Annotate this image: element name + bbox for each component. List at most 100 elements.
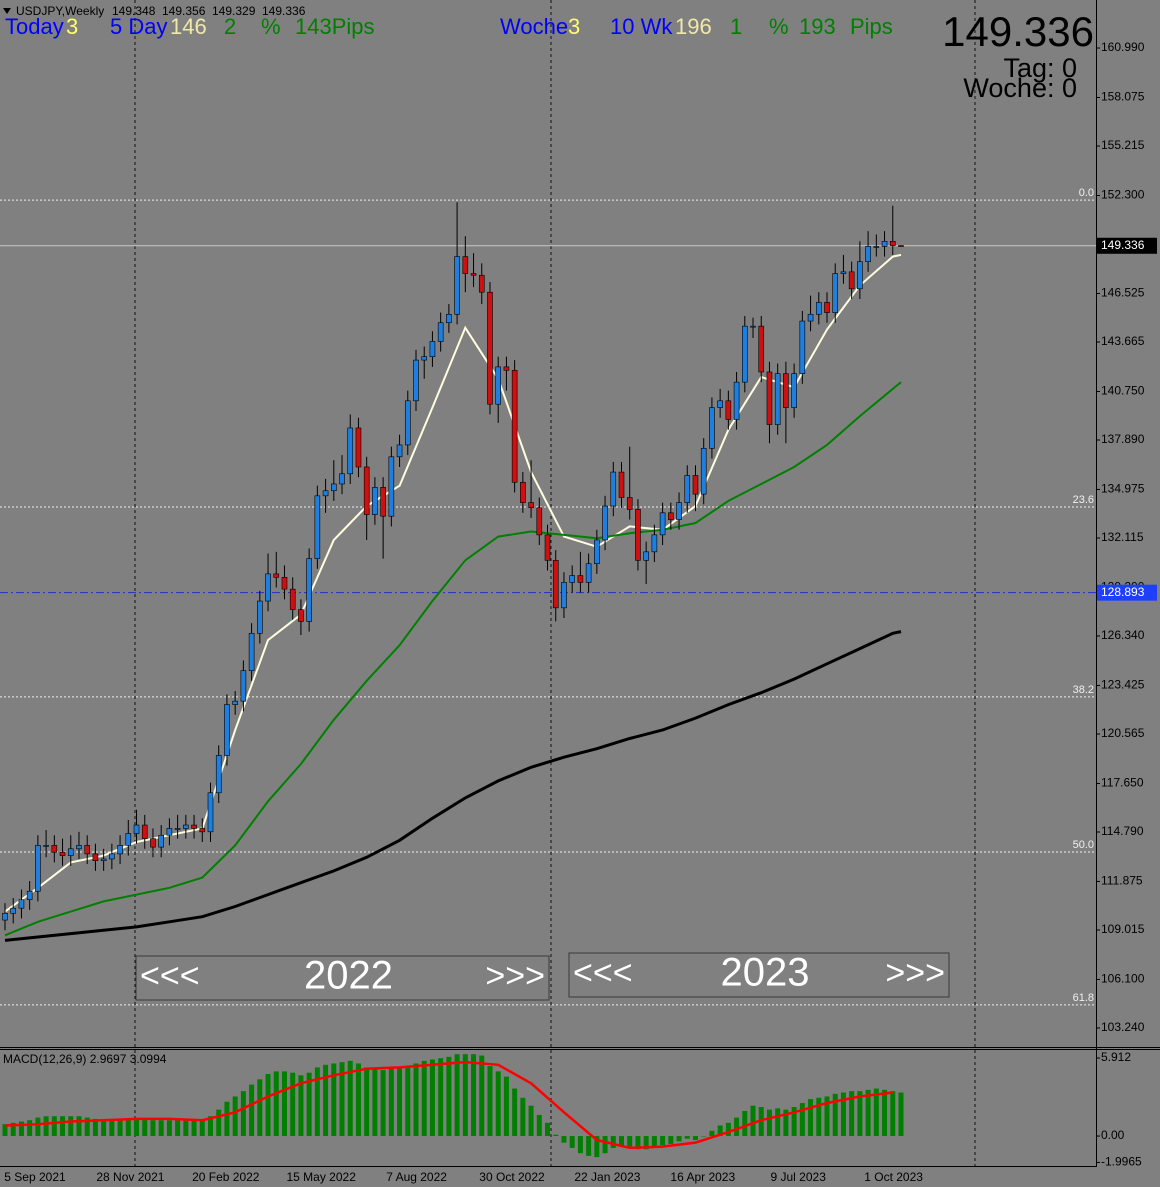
candle-body xyxy=(10,907,17,914)
macd-bar xyxy=(18,1121,24,1137)
candle-body xyxy=(240,670,247,702)
candle-body xyxy=(265,573,271,602)
macd-signal xyxy=(4,1060,893,1150)
macd-bar xyxy=(717,1125,723,1137)
macd-bar xyxy=(84,1117,90,1137)
y-tick-label: 120.565 xyxy=(1101,726,1145,740)
macd-bar xyxy=(240,1091,246,1137)
macd-bar xyxy=(314,1067,320,1137)
year-box-right: >>> xyxy=(885,954,945,992)
macd-bar xyxy=(479,1055,485,1137)
quote-day: Tag: 0 xyxy=(1003,53,1077,83)
candle-body xyxy=(355,427,362,468)
candle-body xyxy=(889,241,896,246)
macd-bar xyxy=(208,1116,213,1137)
moving-average xyxy=(4,381,902,937)
macd-bar xyxy=(454,1054,460,1137)
macd-bar xyxy=(857,1091,863,1137)
header-ohlc: 149.348 xyxy=(112,4,156,18)
y-tick-label: 152.300 xyxy=(1101,188,1145,202)
candle-body xyxy=(824,302,830,313)
header-ohlc: 149.336 xyxy=(262,4,306,18)
candle-body xyxy=(577,575,584,583)
candle-body xyxy=(396,444,403,458)
x-tick-label: 15 May 2022 xyxy=(287,1170,357,1184)
candle-body xyxy=(413,359,419,402)
macd-bar xyxy=(643,1136,649,1150)
macd-bar xyxy=(766,1109,772,1137)
macd-bar xyxy=(487,1066,493,1137)
candle-body xyxy=(18,899,25,909)
y-tick-label: 158.075 xyxy=(1101,90,1145,104)
candle-body xyxy=(766,371,773,425)
y-tick-label: 114.790 xyxy=(1101,824,1144,838)
macd-bar xyxy=(101,1120,107,1137)
macd-bar xyxy=(742,1110,748,1137)
macd-bar xyxy=(429,1059,435,1137)
candle-body xyxy=(635,509,641,561)
candle-body xyxy=(758,325,765,373)
y-tick-label: 132.115 xyxy=(1101,530,1144,544)
macd-bar xyxy=(750,1105,756,1137)
candle-body xyxy=(141,824,148,839)
candle-body xyxy=(478,274,485,293)
candle-body xyxy=(626,497,633,510)
macd-bar xyxy=(692,1136,698,1141)
macd-bar xyxy=(594,1136,600,1158)
candle-body xyxy=(495,366,502,405)
candle-body xyxy=(174,828,181,830)
macd-bar xyxy=(619,1136,624,1147)
candle-body xyxy=(503,366,510,371)
last-price-box xyxy=(1097,237,1157,254)
macd-bar xyxy=(232,1096,238,1137)
candle-body xyxy=(684,475,691,503)
info-text: 143Pips xyxy=(295,14,375,39)
macd-bar xyxy=(68,1116,74,1137)
candle-body xyxy=(248,632,255,671)
candle-body xyxy=(561,582,567,609)
candle-body xyxy=(470,273,477,276)
candle-body xyxy=(306,558,312,622)
macd-bar xyxy=(898,1092,904,1137)
macd-bar xyxy=(175,1120,181,1137)
macd-bar xyxy=(339,1062,345,1137)
candle-body xyxy=(43,845,49,847)
macd-bar xyxy=(117,1120,123,1137)
candle-body xyxy=(454,256,460,315)
y-tick-label: 146.525 xyxy=(1101,286,1145,300)
y-tick-label: 143.665 xyxy=(1101,334,1145,348)
macd-bar xyxy=(125,1118,131,1137)
candle-body xyxy=(289,588,296,610)
info-text: 196 xyxy=(675,14,712,39)
candle-body xyxy=(815,302,822,315)
header-icon xyxy=(3,8,11,14)
candle-body xyxy=(224,704,230,756)
macd-bar xyxy=(281,1071,287,1137)
candle-body xyxy=(330,483,337,492)
macd-bar xyxy=(388,1068,394,1137)
macd-bar xyxy=(799,1103,805,1137)
info-text: Pips xyxy=(850,14,893,39)
year-box-year: 2023 xyxy=(721,951,810,995)
info-text: 3 xyxy=(568,14,580,39)
x-tick-label: 5 Sep 2021 xyxy=(4,1170,66,1184)
macd-bar xyxy=(734,1117,740,1137)
candle-body xyxy=(35,845,41,892)
candle-body xyxy=(783,373,789,408)
x-tick-label: 22 Jan 2023 xyxy=(574,1170,640,1184)
candle-body xyxy=(347,427,354,475)
x-tick-label: 7 Aug 2022 xyxy=(386,1170,447,1184)
candle-body xyxy=(857,261,863,290)
y-tick-label: 111.875 xyxy=(1101,874,1143,888)
macd-bar xyxy=(660,1136,666,1146)
candle-body xyxy=(840,271,847,274)
macd-bar xyxy=(92,1118,98,1137)
macd-bar xyxy=(840,1092,846,1137)
macd-bar xyxy=(10,1122,16,1137)
candle-body xyxy=(26,890,33,901)
candle-body xyxy=(676,502,682,520)
candle-body xyxy=(199,828,206,833)
candle-body xyxy=(594,539,600,565)
macd-bar xyxy=(142,1118,148,1137)
candle-body xyxy=(404,400,411,446)
